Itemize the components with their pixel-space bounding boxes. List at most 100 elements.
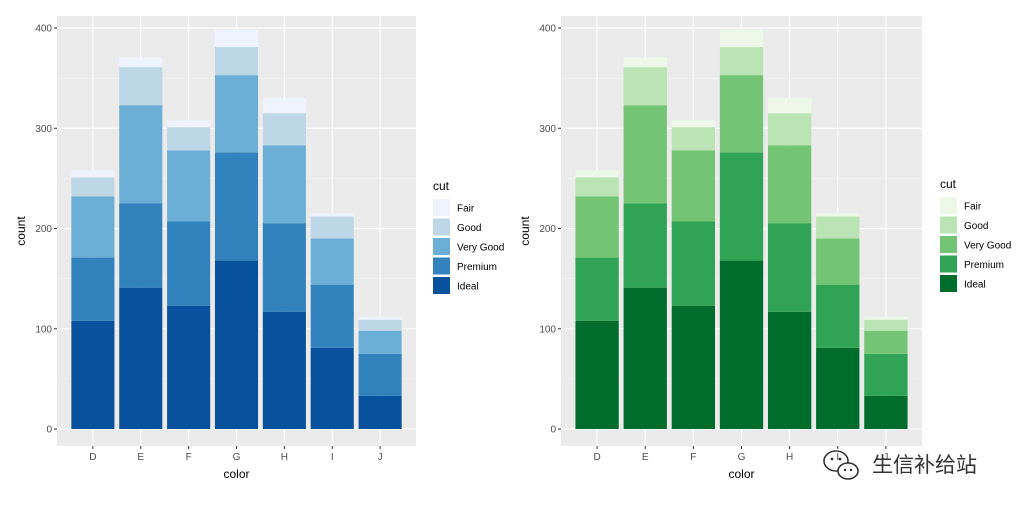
bar-segment xyxy=(671,120,716,128)
bar-segment xyxy=(767,145,812,224)
legend-label: Very Good xyxy=(457,243,504,254)
bar-segment xyxy=(767,311,812,429)
legend-label: Fair xyxy=(457,204,475,215)
x-tick-label: J xyxy=(883,452,888,463)
watermark-text: 生信补给站 xyxy=(872,453,977,477)
bar-segment xyxy=(119,67,163,106)
bar-segment xyxy=(167,120,211,128)
bar-segment xyxy=(119,203,163,288)
bar-segment xyxy=(671,221,716,306)
bar-segment xyxy=(310,238,354,285)
legend-label: Ideal xyxy=(457,282,479,293)
bar-segment xyxy=(167,221,211,306)
bar-segment xyxy=(214,260,259,429)
bar-segment xyxy=(623,67,667,106)
y-tick-label: 200 xyxy=(35,224,52,235)
x-axis-title: color xyxy=(728,467,754,481)
legend-key xyxy=(433,218,450,236)
bar-segment xyxy=(358,319,402,331)
bar-segment xyxy=(816,284,860,348)
bar-segment xyxy=(310,216,354,239)
bar-segment xyxy=(262,311,306,429)
x-tick-label: F xyxy=(690,452,696,463)
legend-title: cut xyxy=(940,177,957,191)
watermark: 生信补给站 xyxy=(823,450,977,480)
bar-segment xyxy=(864,330,908,354)
bar-segment xyxy=(71,320,115,429)
bar-segment xyxy=(575,257,619,321)
legend-key xyxy=(940,197,957,214)
bar-segment xyxy=(816,216,860,239)
bar-segment xyxy=(262,113,306,146)
legend-label: Premium xyxy=(964,260,1004,271)
bar-segment xyxy=(167,150,211,222)
legend-label: Good xyxy=(457,223,481,234)
bar-segment xyxy=(119,57,163,68)
legend-label: Good xyxy=(964,221,988,232)
x-axis-title: color xyxy=(223,467,249,481)
bar-segment xyxy=(575,320,619,429)
legend-key xyxy=(433,277,450,294)
y-axis-title: count xyxy=(14,216,28,246)
bar-segment xyxy=(262,223,306,312)
bar-segment xyxy=(262,145,306,224)
bar-segment xyxy=(71,177,115,197)
bar-segment xyxy=(623,105,667,204)
x-tick-label: D xyxy=(593,452,600,463)
bar-segment xyxy=(671,305,716,429)
bar-segment xyxy=(310,284,354,348)
bar-segment xyxy=(864,395,908,429)
y-axis-title: count xyxy=(518,216,532,246)
x-tick-label: I xyxy=(836,452,839,463)
y-tick-label: 0 xyxy=(550,425,556,436)
legend-key xyxy=(940,236,957,253)
y-tick-label: 400 xyxy=(35,24,52,35)
x-tick-label: E xyxy=(137,452,144,463)
bar-segment xyxy=(310,347,354,429)
legend: cut Fair Good Very Good Premium Ideal xyxy=(433,179,504,294)
y-tick-label: 300 xyxy=(539,124,556,135)
y-tick-label: 400 xyxy=(539,24,556,35)
legend-key xyxy=(433,199,450,216)
x-tick-label: H xyxy=(786,452,793,463)
bar-segment xyxy=(767,113,812,146)
bar-segment xyxy=(358,395,402,429)
bar-segment xyxy=(864,319,908,331)
bar-segment xyxy=(575,170,619,178)
bar-segment xyxy=(71,257,115,321)
bar-segment xyxy=(71,170,115,178)
bar-segment xyxy=(816,213,860,217)
bar-segment xyxy=(310,213,354,217)
bar-segment xyxy=(623,57,667,68)
bar-segment xyxy=(719,47,764,76)
bar-segment xyxy=(358,353,402,396)
legend-label: Fair xyxy=(964,202,982,213)
x-tick-label: H xyxy=(281,452,288,463)
y-tick-label: 300 xyxy=(35,124,52,135)
bar-segment xyxy=(719,30,764,48)
legend-label: Very Good xyxy=(964,241,1011,252)
bar-segment xyxy=(816,347,860,429)
y-tick-label: 100 xyxy=(539,324,556,335)
legend-key xyxy=(940,275,957,292)
x-tick-label: G xyxy=(233,452,241,463)
legend-title: cut xyxy=(433,179,450,193)
bar-segment xyxy=(71,196,115,258)
bar-segment xyxy=(214,47,259,76)
legend-label: Ideal xyxy=(964,280,986,291)
bar-segment xyxy=(767,223,812,312)
y-tick-label: 200 xyxy=(539,224,556,235)
bar-segment xyxy=(167,127,211,151)
legend-key xyxy=(433,257,450,275)
wechat-icon xyxy=(823,450,859,480)
bar-segment xyxy=(671,150,716,222)
x-tick-label: I xyxy=(331,452,334,463)
y-tick-label: 100 xyxy=(35,324,52,335)
bar-segment xyxy=(864,353,908,396)
bar-segment xyxy=(214,75,259,153)
bar-segment xyxy=(214,152,259,261)
legend-key xyxy=(940,255,957,273)
